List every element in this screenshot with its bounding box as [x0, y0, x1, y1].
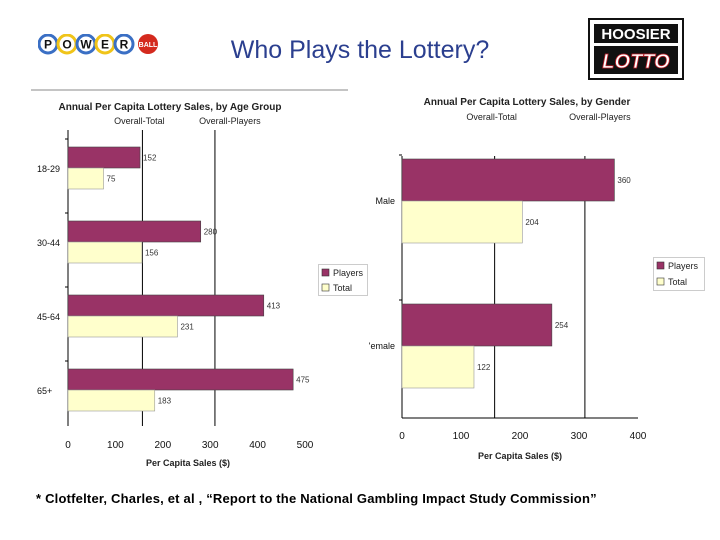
age-value-label: 413: [267, 302, 281, 311]
age-bar-total: [67, 315, 178, 338]
powerball-letter: O: [62, 38, 71, 52]
age-chart-xlabel: Per Capita Sales ($): [146, 458, 230, 468]
powerball-letter: R: [120, 38, 129, 52]
age-category-label: 45-64: [37, 312, 60, 322]
age-bar-players: [67, 146, 141, 169]
gen-bar-players: [401, 303, 553, 347]
gen-x-tick-label: 300: [571, 431, 588, 442]
powerball-letter: P: [44, 38, 52, 52]
gender-legend-total-label: Total: [668, 277, 687, 287]
gen-x-tick-label: 200: [512, 431, 529, 442]
gender-chart: Annual Per Capita Lottery Sales, by Gend…: [369, 97, 647, 461]
age-legend-players-swatch: [321, 268, 330, 277]
age-value-label: 152: [143, 154, 157, 163]
gender-ref-label-total: Overall-Total: [466, 112, 517, 122]
gen-x-tick-label: 400: [630, 431, 647, 442]
age-x-tick-label: 500: [297, 440, 314, 451]
hoosier-logo-topbar: [594, 24, 678, 43]
age-category-label: 18-29: [37, 164, 60, 174]
powerball-letter-ball: [113, 34, 135, 55]
age-value-label: 231: [180, 323, 194, 332]
age-category-label: 30-44: [37, 238, 60, 248]
age-x-tick-label: 200: [154, 440, 171, 451]
gender-legend-total-swatch: [656, 277, 665, 286]
age-chart-legend: Players Total: [318, 264, 368, 296]
gen-bar-players: [401, 158, 615, 202]
powerball-letter: W: [80, 38, 92, 52]
gen-bar-total: [401, 345, 475, 389]
gender-ref-label-players: Overall-Players: [569, 112, 631, 122]
gen-category-label: 'emale: [369, 341, 395, 351]
gender-chart-xlabel: Per Capita Sales ($): [478, 451, 562, 461]
age-bar-players: [67, 294, 265, 317]
age-bar-players: [67, 368, 294, 391]
age-group-chart: Annual Per Capita Lottery Sales, by Age …: [31, 89, 348, 468]
age-ref-label-players: Overall-Players: [199, 116, 261, 126]
gen-value-label: 204: [525, 218, 539, 227]
gen-value-label: 254: [555, 321, 569, 330]
age-bar-total: [67, 167, 104, 190]
age-ref-label-total: Overall-Total: [114, 116, 165, 126]
hoosier-logo-top-text: HOOSIER: [601, 26, 670, 43]
age-x-tick-label: 300: [202, 440, 219, 451]
age-legend-total-label: Total: [333, 283, 352, 293]
age-x-tick-label: 0: [65, 440, 71, 451]
age-value-label: 156: [145, 249, 159, 258]
age-value-label: 183: [158, 397, 172, 406]
gen-category-label: Male: [375, 196, 395, 206]
age-chart-title: Annual Per Capita Lottery Sales, by Age …: [58, 102, 281, 113]
age-x-tick-label: 100: [107, 440, 124, 451]
powerball-ball-text: BALL: [139, 42, 158, 49]
gen-x-tick-label: 100: [453, 431, 470, 442]
hoosier-lotto-logo: HOOSIER LOTTO: [588, 18, 684, 80]
age-value-label: 475: [296, 376, 310, 385]
age-x-tick-label: 400: [249, 440, 266, 451]
age-category-label: 65+: [37, 386, 52, 396]
age-bar-total: [67, 389, 156, 412]
age-legend-total-swatch: [321, 283, 330, 292]
gen-bar-total: [401, 200, 523, 244]
hoosier-logo-bottom-text: LOTTO: [602, 51, 670, 73]
age-bar-total: [67, 241, 143, 264]
gen-x-tick-label: 0: [399, 431, 405, 442]
hoosier-logo-bottombar: [594, 46, 678, 74]
gen-value-label: 122: [477, 363, 491, 372]
age-bar-players: [67, 220, 202, 243]
age-value-label: 280: [204, 228, 218, 237]
gender-chart-legend: Players Total: [653, 257, 705, 291]
gender-legend-players-label: Players: [668, 261, 699, 271]
powerball-ball: [138, 34, 158, 54]
powerball-letter: E: [101, 38, 109, 52]
slide-title: Who Plays the Lottery?: [230, 36, 490, 64]
gender-chart-title: Annual Per Capita Lottery Sales, by Gend…: [424, 97, 631, 108]
age-legend-players-label: Players: [333, 268, 364, 278]
gender-legend-players-swatch: [656, 261, 665, 270]
gen-value-label: 360: [617, 176, 631, 185]
age-value-label: 75: [107, 175, 116, 184]
footnote: * Clotfelter, Charles, et al , “Report t…: [36, 491, 597, 506]
